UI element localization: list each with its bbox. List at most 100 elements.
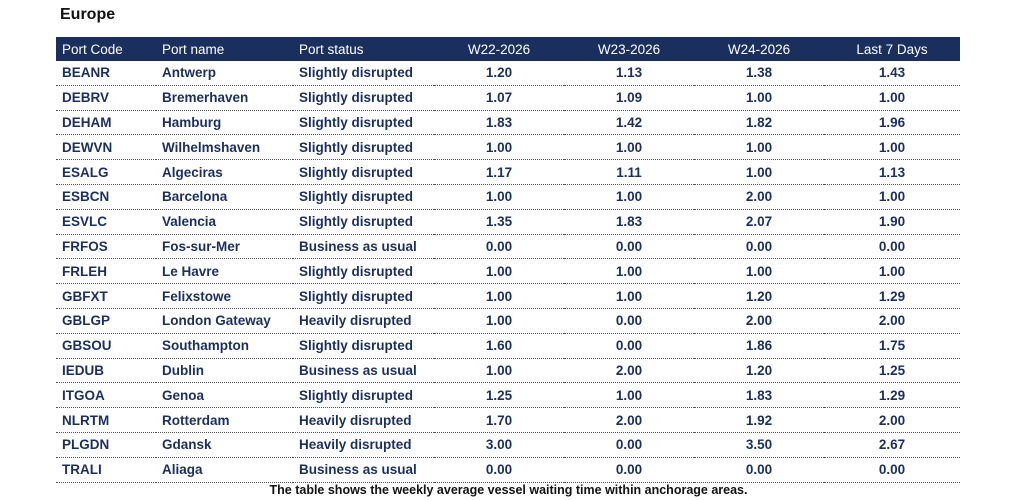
last-7-days-value-cell: 1.00 [824, 258, 960, 285]
port-code-cell: ESBCN [56, 184, 156, 210]
w24-value-cell: 1.00 [694, 159, 824, 185]
port-status-cell: Slightly disrupted [293, 382, 434, 409]
table-row: PLGDN Gdansk Heavily disrupted 3.00 0.00 3.50… [56, 432, 960, 458]
table-row: FRLEH Le Havre Slightly disrupted 1.00 1.00 1… [56, 258, 960, 285]
w22-value-cell: 1.20 [434, 61, 564, 86]
w24-value-cell: 1.00 [694, 258, 824, 285]
last-7-days-value-cell: 1.25 [824, 358, 960, 384]
w24-value-cell: 1.00 [694, 85, 824, 111]
table-row: ESBCN Barcelona Slightly disrupted 1.00 1.00… [56, 184, 960, 210]
port-status-cell: Slightly disrupted [293, 61, 434, 86]
w23-value-cell: 2.00 [564, 358, 694, 384]
w24-value-cell: 0.00 [694, 234, 824, 260]
column-header-last-7-days[interactable]: Last 7 Days [824, 37, 960, 61]
last-7-days-value-cell: 2.00 [824, 308, 960, 334]
port-name-cell: Bremerhaven [156, 85, 293, 111]
w23-value-cell: 1.00 [564, 382, 694, 409]
table-row: GBFXT Felixstowe Slightly disrupted 1.00 1.0… [56, 283, 960, 309]
last-7-days-value-cell: 0.00 [824, 457, 960, 483]
w24-value-cell: 1.00 [694, 134, 824, 161]
port-status-cell: Slightly disrupted [293, 85, 434, 111]
port-name-cell: Barcelona [156, 184, 293, 210]
port-code-cell: ESALG [56, 159, 156, 185]
last-7-days-value-cell: 1.90 [824, 209, 960, 235]
w24-value-cell: 1.82 [694, 110, 824, 136]
last-7-days-value-cell: 1.96 [824, 110, 960, 136]
w24-value-cell: 0.00 [694, 457, 824, 483]
table-row: NLRTM Rotterdam Heavily disrupted 1.70 2.00 1… [56, 407, 960, 433]
port-name-cell: Genoa [156, 382, 293, 409]
w22-value-cell: 1.00 [434, 283, 564, 309]
w23-value-cell: 1.42 [564, 110, 694, 136]
column-header-port-code[interactable]: Port Code [56, 37, 156, 61]
port-code-cell: PLGDN [56, 432, 156, 458]
column-header-w22[interactable]: W22-2026 [434, 37, 564, 61]
table-caption: The table shows the weekly average vesse… [269, 483, 748, 497]
table-row: GBSOU Southampton Slightly disrupted 1.60 0.… [56, 333, 960, 359]
w22-value-cell: 3.00 [434, 432, 564, 458]
column-header-w24[interactable]: W24-2026 [694, 37, 824, 61]
port-code-cell: DEHAM [56, 110, 156, 136]
port-status-cell: Slightly disrupted [293, 110, 434, 136]
table-row: IEDUB Dublin Business as usual 1.00 2.00 1.20… [56, 358, 960, 384]
port-status-cell: Business as usual [293, 234, 434, 260]
port-name-cell: Gdansk [156, 432, 293, 458]
w23-value-cell: 0.00 [564, 234, 694, 260]
table-row: DEWVN Wilhelmshaven Slightly disrupted 1.00… [56, 134, 960, 161]
port-status-cell: Slightly disrupted [293, 283, 434, 309]
w22-value-cell: 1.35 [434, 209, 564, 235]
port-code-cell: DEWVN [56, 134, 156, 161]
last-7-days-value-cell: 1.29 [824, 382, 960, 409]
w23-value-cell: 1.11 [564, 159, 694, 185]
port-status-cell: Slightly disrupted [293, 159, 434, 185]
table-row: ITGOA Genoa Slightly disrupted 1.25 1.00 1.83… [56, 382, 960, 409]
port-status-cell: Slightly disrupted [293, 258, 434, 285]
w22-value-cell: 1.60 [434, 333, 564, 359]
port-name-cell: Algeciras [156, 159, 293, 185]
table-header-row: Port Code Port name Port status W22-2026… [56, 37, 960, 61]
w24-value-cell: 1.20 [694, 358, 824, 384]
port-code-cell: ITGOA [56, 382, 156, 409]
port-name-cell: Rotterdam [156, 407, 293, 433]
w22-value-cell: 1.00 [434, 134, 564, 161]
port-code-cell: BEANR [56, 61, 156, 86]
port-code-cell: TRALI [56, 457, 156, 483]
port-code-cell: FRLEH [56, 258, 156, 285]
last-7-days-value-cell: 1.00 [824, 184, 960, 210]
w22-value-cell: 1.00 [434, 184, 564, 210]
port-name-cell: Fos-sur-Mer [156, 234, 293, 260]
port-name-cell: Antwerp [156, 61, 293, 86]
port-waiting-time-table: Port Code Port name Port status W22-2026… [56, 37, 960, 483]
last-7-days-value-cell: 2.67 [824, 432, 960, 458]
w22-value-cell: 1.25 [434, 382, 564, 409]
last-7-days-value-cell: 0.00 [824, 234, 960, 260]
port-name-cell: Le Havre [156, 258, 293, 285]
port-status-cell: Slightly disrupted [293, 134, 434, 161]
column-header-w23[interactable]: W23-2026 [564, 37, 694, 61]
port-name-cell: Valencia [156, 209, 293, 235]
column-header-port-status[interactable]: Port status [293, 37, 434, 61]
column-header-port-name[interactable]: Port name [156, 37, 293, 61]
last-7-days-value-cell: 1.13 [824, 159, 960, 185]
w23-value-cell: 2.00 [564, 407, 694, 433]
table-row: ESVLC Valencia Slightly disrupted 1.35 1.83 2… [56, 209, 960, 235]
w24-value-cell: 1.92 [694, 407, 824, 433]
port-name-cell: Hamburg [156, 110, 293, 136]
w24-value-cell: 1.83 [694, 382, 824, 409]
w23-value-cell: 1.83 [564, 209, 694, 235]
w22-value-cell: 0.00 [434, 457, 564, 483]
port-name-cell: Felixstowe [156, 283, 293, 309]
table-row: GBLGP London Gateway Heavily disrupted 1.00… [56, 308, 960, 334]
w22-value-cell: 1.07 [434, 85, 564, 111]
port-code-cell: ESVLC [56, 209, 156, 235]
port-name-cell: Wilhelmshaven [156, 134, 293, 161]
w23-value-cell: 1.13 [564, 61, 694, 86]
w24-value-cell: 1.20 [694, 283, 824, 309]
w22-value-cell: 1.00 [434, 308, 564, 334]
w23-value-cell: 1.00 [564, 184, 694, 210]
table-row: TRALI Aliaga Business as usual 0.00 0.00 0.00… [56, 457, 960, 483]
w22-value-cell: 1.00 [434, 258, 564, 285]
w23-value-cell: 1.09 [564, 85, 694, 111]
region-title: Europe [60, 6, 116, 23]
w23-value-cell: 1.00 [564, 283, 694, 309]
